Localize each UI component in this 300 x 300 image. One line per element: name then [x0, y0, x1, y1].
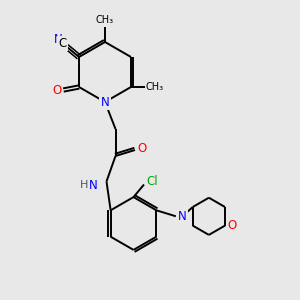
Text: CH₃: CH₃: [146, 82, 164, 92]
Text: O: O: [52, 83, 62, 97]
Text: Cl: Cl: [147, 175, 158, 188]
Text: N: N: [88, 178, 98, 192]
Text: C: C: [59, 37, 67, 50]
Text: N: N: [100, 95, 109, 109]
Text: H: H: [80, 180, 88, 190]
Text: N: N: [54, 33, 62, 46]
Text: CH₃: CH₃: [96, 15, 114, 26]
Text: O: O: [227, 219, 236, 232]
Text: N: N: [178, 210, 186, 223]
Text: O: O: [138, 142, 147, 155]
